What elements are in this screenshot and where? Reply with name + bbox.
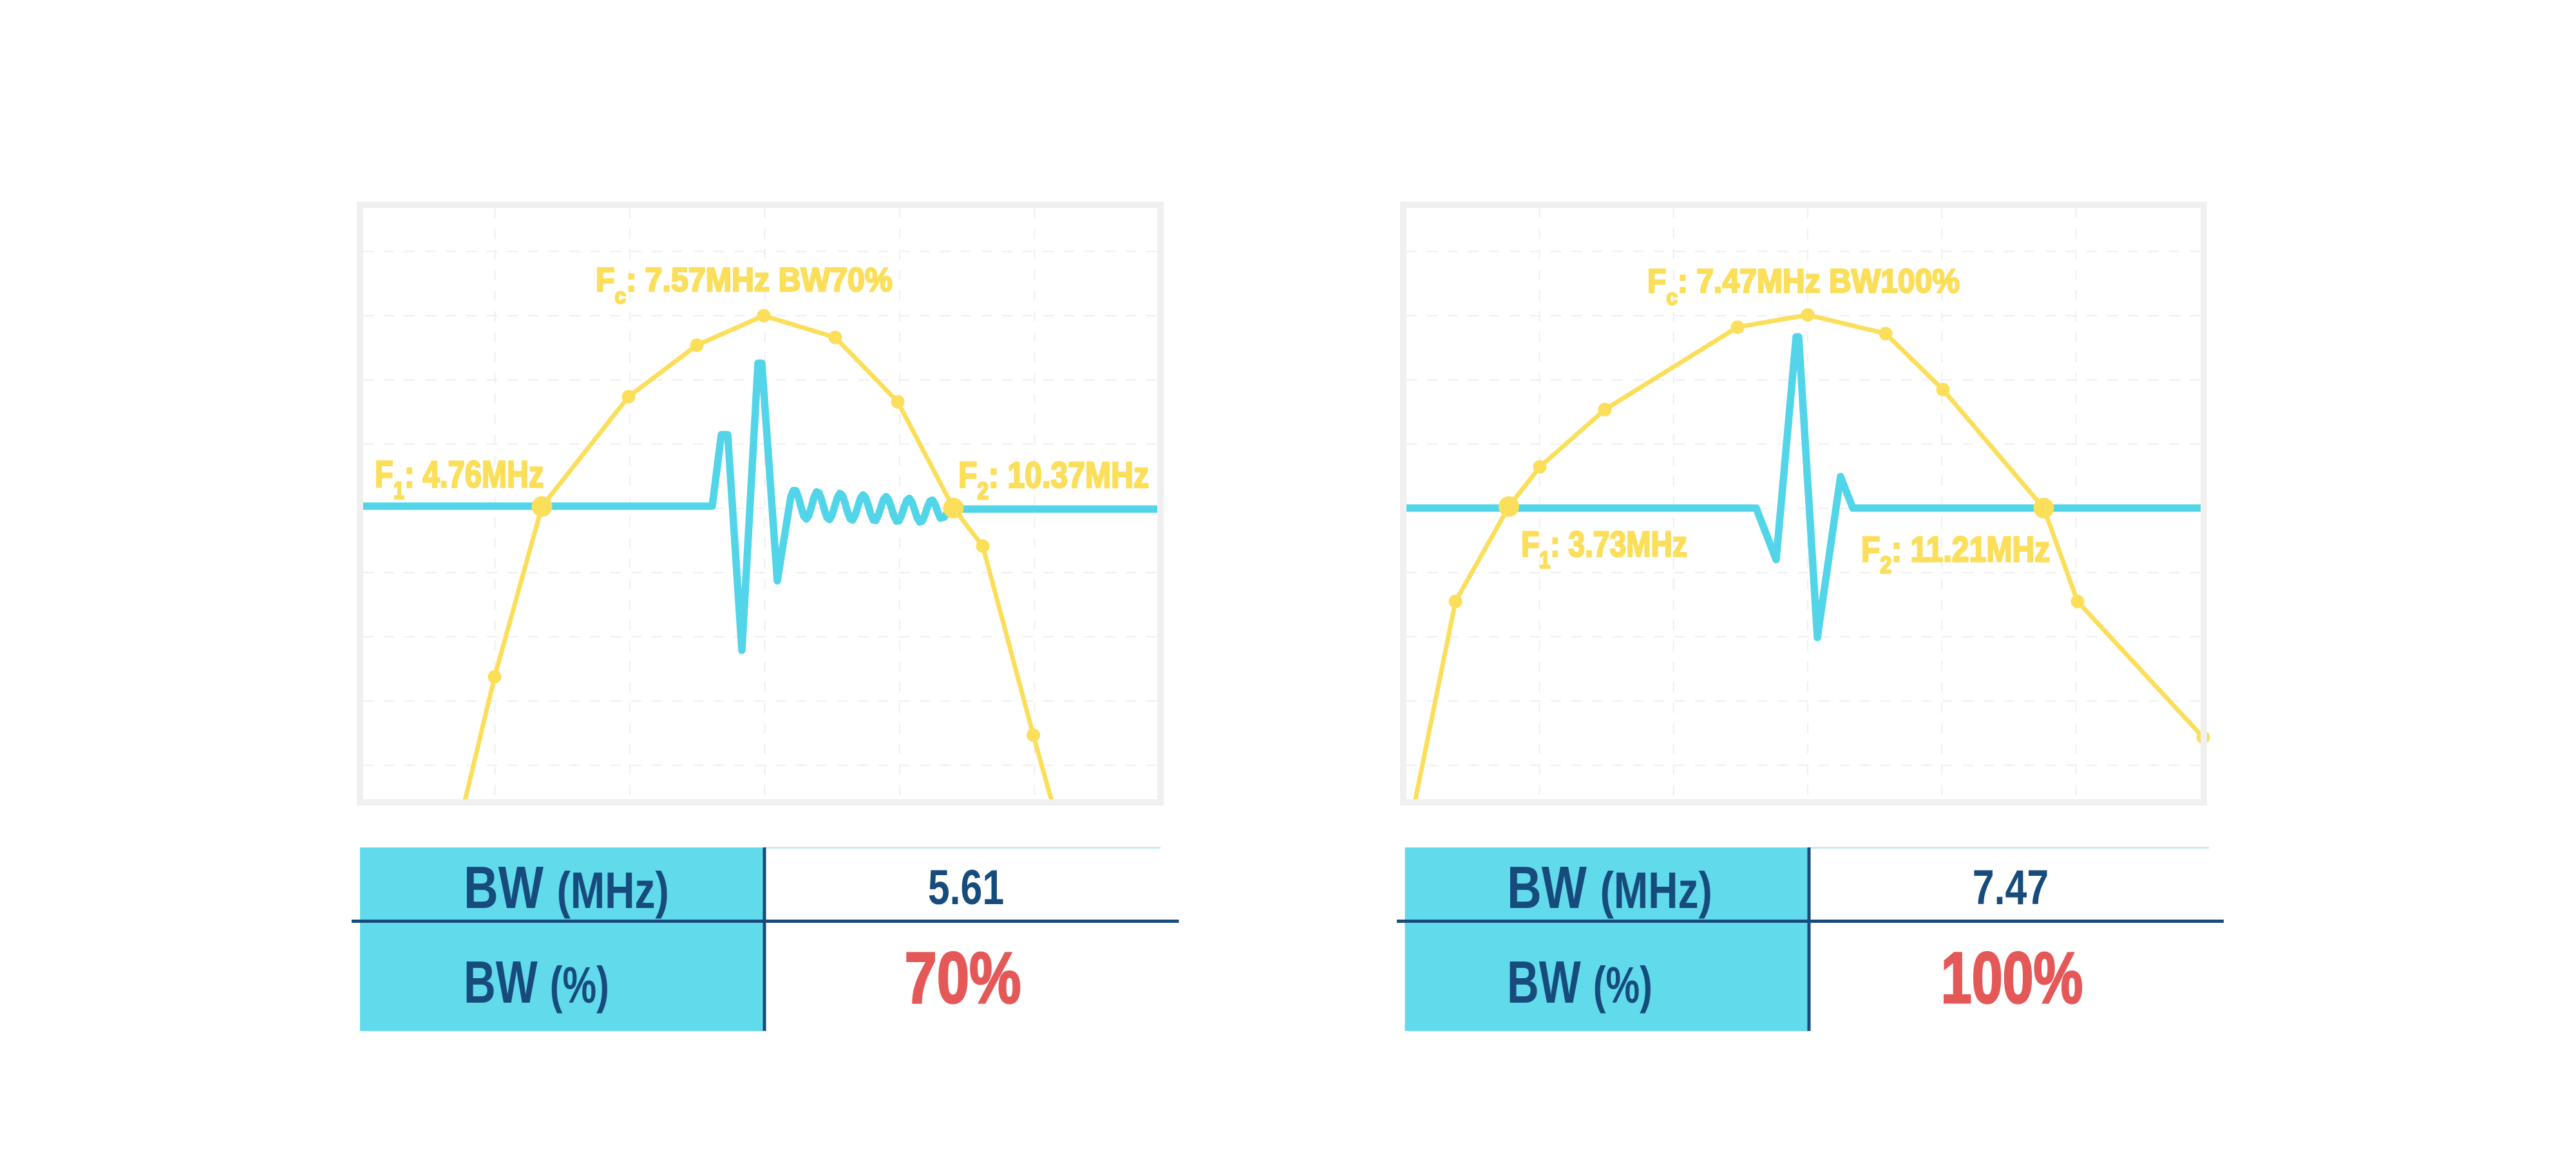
svg-text:70%: 70%: [905, 938, 1021, 1019]
svg-text:BW (MHz): BW (MHz): [464, 854, 669, 921]
svg-text:Fc: 7.57MHz BW70%: Fc: 7.57MHz BW70%: [596, 261, 893, 308]
svg-text:5.61: 5.61: [928, 860, 1004, 915]
svg-text:BW (%): BW (%): [464, 949, 609, 1016]
svg-text:F2: 11.21MHz: F2: 11.21MHz: [1861, 530, 2050, 579]
svg-text:BW (MHz): BW (MHz): [1507, 854, 1712, 921]
svg-text:BW (%): BW (%): [1507, 949, 1653, 1016]
svg-text:F1: 3.73MHz: F1: 3.73MHz: [1521, 524, 1687, 574]
svg-text:Fc: 7.47MHz BW100%: Fc: 7.47MHz BW100%: [1647, 262, 1960, 309]
svg-text:F2: 10.37MHz: F2: 10.37MHz: [958, 455, 1149, 504]
svg-text:7.47: 7.47: [1973, 860, 2049, 915]
svg-text:F1: 4.76MHz: F1: 4.76MHz: [375, 454, 544, 504]
svg-text:100%: 100%: [1941, 938, 2083, 1018]
